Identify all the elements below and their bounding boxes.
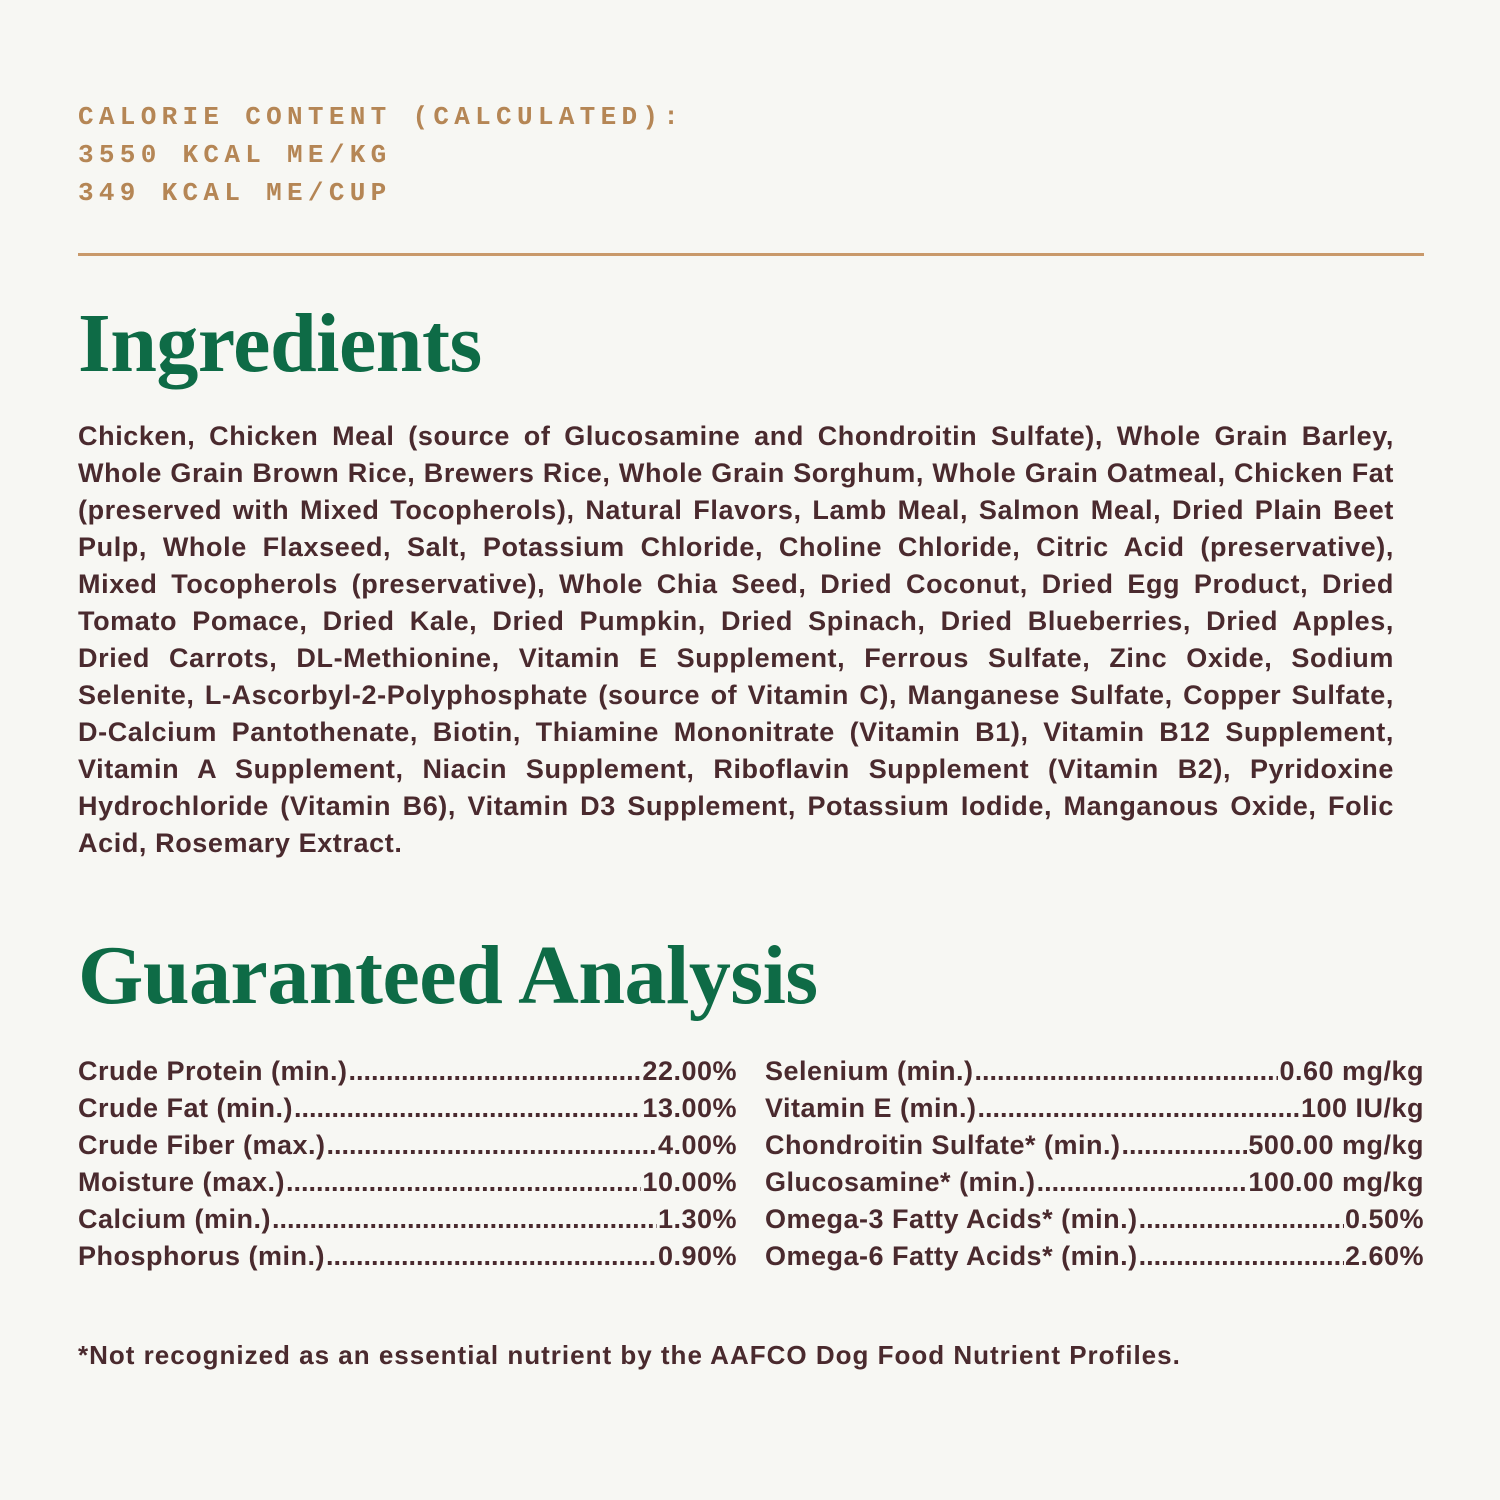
analysis-row: Calcium (min.) 1.30% — [78, 1204, 737, 1241]
nutrient-value: 500.00 mg/kg — [1248, 1130, 1424, 1160]
nutrient-label: Selenium (min.) — [765, 1056, 974, 1086]
nutrient-value: 100.00 mg/kg — [1248, 1167, 1424, 1197]
analysis-row: Glucosamine* (min.) 100.00 mg/kg — [765, 1167, 1424, 1204]
nutrient-label: Glucosamine* (min.) — [765, 1167, 1036, 1197]
calorie-content: CALORIE CONTENT (CALCULATED): 3550 KCAL … — [78, 98, 684, 212]
nutrient-label: Omega-3 Fatty Acids* (min.) — [765, 1204, 1138, 1234]
nutrient-label: Moisture (max.) — [78, 1167, 286, 1197]
nutrient-label: Phosphorus (min.) — [78, 1241, 325, 1271]
calorie-heading: CALORIE CONTENT (CALCULATED): — [78, 102, 685, 132]
nutrient-value: 0.60 mg/kg — [1279, 1056, 1424, 1086]
analysis-row: Phosphorus (min.) 0.90% — [78, 1241, 737, 1278]
analysis-row: Omega-6 Fatty Acids* (min.) 2.60% — [765, 1241, 1424, 1278]
nutrient-value: 22.00% — [642, 1056, 737, 1086]
nutrient-value: 1.30% — [657, 1204, 737, 1234]
analysis-row: Moisture (max.) 10.00% — [78, 1167, 737, 1204]
analysis-row: Crude Protein (min.) 22.00% — [78, 1056, 737, 1093]
ingredients-list: Chicken, Chicken Meal (source of Glucosa… — [78, 421, 1394, 858]
guaranteed-analysis-title: Guaranteed Analysis — [78, 929, 818, 1022]
footnote: *Not recognized as an essential nutrient… — [78, 1340, 1181, 1370]
calorie-per-cup: 349 KCAL ME/CUP — [78, 178, 392, 208]
analysis-row: Chondroitin Sulfate* (min.) 500.00 mg/kg — [765, 1130, 1424, 1167]
nutrient-label: Crude Protein (min.) — [78, 1056, 348, 1086]
analysis-row: Crude Fiber (max.) 4.00% — [78, 1130, 737, 1167]
ingredients-title: Ingredients — [78, 297, 482, 390]
nutrient-value: 10.00% — [642, 1167, 737, 1197]
nutrient-value: 0.50% — [1344, 1204, 1424, 1234]
nutrient-value: 2.60% — [1344, 1241, 1424, 1271]
calorie-per-kg: 3550 KCAL ME/KG — [78, 140, 392, 170]
divider — [78, 253, 1424, 256]
nutrient-value: 100 IU/kg — [1300, 1093, 1424, 1123]
analysis-column-left: Crude Protein (min.) 22.00% Crude Fat (mi… — [78, 1056, 737, 1278]
analysis-column-right: Selenium (min.) 0.60 mg/kg Vitamin E (mi… — [765, 1056, 1424, 1278]
analysis-row: Selenium (min.) 0.60 mg/kg — [765, 1056, 1424, 1093]
nutrient-value: 4.00% — [657, 1130, 737, 1160]
nutrient-label: Crude Fat (min.) — [78, 1093, 293, 1123]
nutrient-label: Chondroitin Sulfate* (min.) — [765, 1130, 1121, 1160]
analysis-row: Crude Fat (min.) 13.00% — [78, 1093, 737, 1130]
nutrient-label: Calcium (min.) — [78, 1204, 272, 1234]
nutrient-label: Crude Fiber (max.) — [78, 1130, 326, 1160]
analysis-row: Vitamin E (min.) 100 IU/kg — [765, 1093, 1424, 1130]
nutrient-label: Omega-6 Fatty Acids* (min.) — [765, 1241, 1138, 1271]
analysis-row: Omega-3 Fatty Acids* (min.) 0.50% — [765, 1204, 1424, 1241]
nutrient-label: Vitamin E (min.) — [765, 1093, 977, 1123]
nutrient-value: 0.90% — [657, 1241, 737, 1271]
nutrient-value: 13.00% — [642, 1093, 737, 1123]
